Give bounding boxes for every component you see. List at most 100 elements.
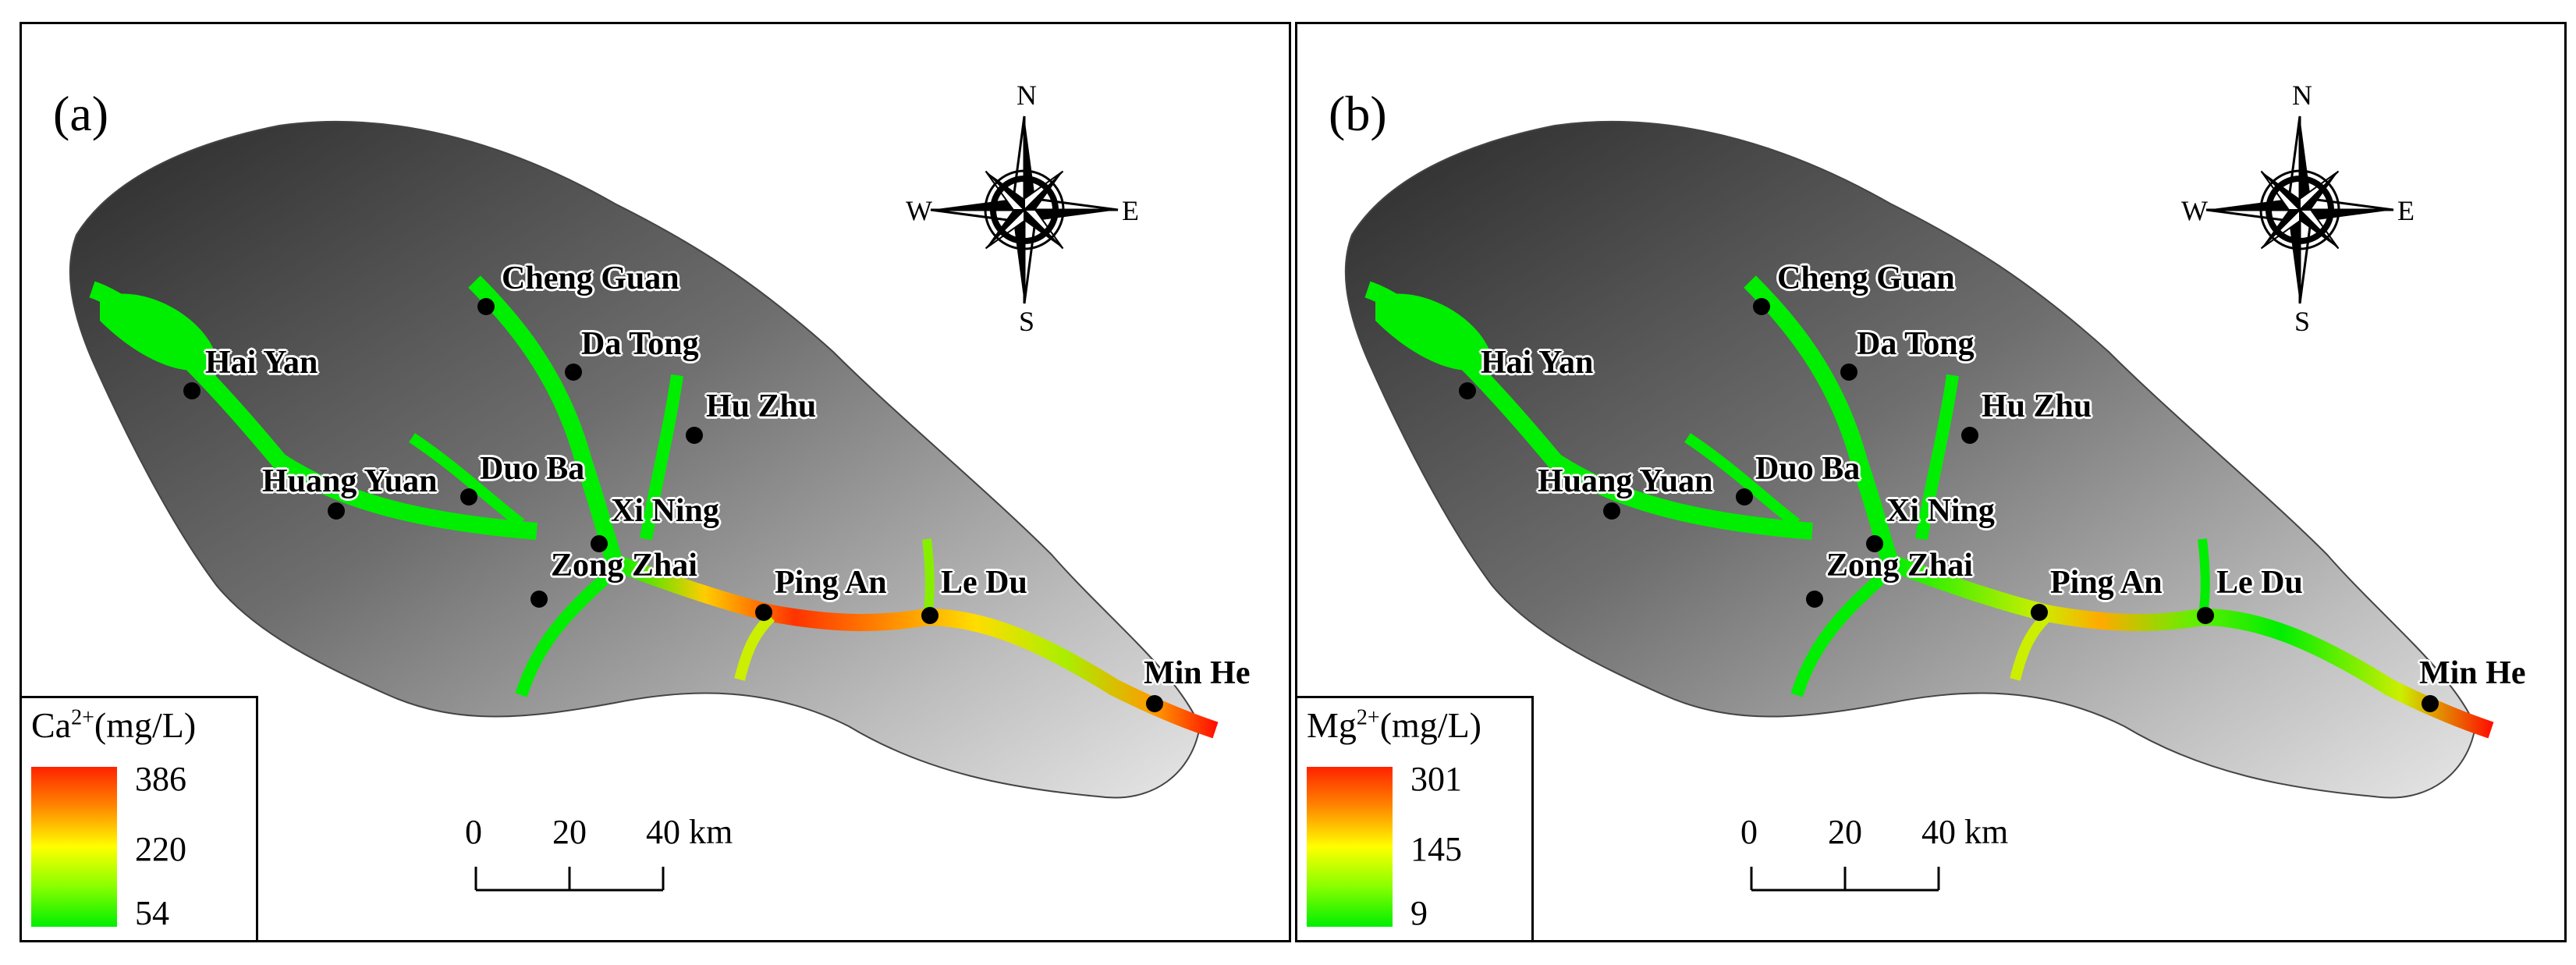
legend-mid: 220 bbox=[135, 830, 186, 868]
compass-west-label: W bbox=[906, 195, 932, 226]
scale-label-0: 0 bbox=[1740, 813, 1758, 851]
river-pingan-trib bbox=[2010, 613, 2051, 681]
river-haiyan-lake bbox=[100, 293, 217, 371]
site-point bbox=[1736, 488, 1753, 506]
site-point bbox=[460, 488, 477, 506]
legend-max: 386 bbox=[135, 760, 186, 798]
river-duoba bbox=[1684, 433, 1801, 528]
site-point bbox=[921, 607, 939, 624]
site-point bbox=[1146, 695, 1163, 712]
site-point bbox=[328, 502, 345, 520]
scale-label-0: 0 bbox=[465, 813, 482, 851]
site-label-huang-yuan: Huang Yuan bbox=[1538, 463, 1713, 499]
site-label-hai-yan: Hai Yan bbox=[1481, 345, 1594, 381]
map-panel-b: (b) N S E W Cheng Guan Da Tong Hai Yan H… bbox=[1295, 22, 2567, 942]
compass-north-label: N bbox=[2292, 80, 2312, 111]
site-point bbox=[1459, 382, 1476, 399]
site-label-xi-ning: Xi Ning bbox=[611, 493, 719, 529]
site-point bbox=[1840, 364, 1857, 381]
site-label-min-he: Min He bbox=[2419, 655, 2526, 691]
legend-min: 9 bbox=[1410, 894, 1428, 932]
legend-ion: Mg bbox=[1307, 705, 1357, 745]
site-label-huang-yuan: Huang Yuan bbox=[262, 463, 438, 499]
site-point bbox=[1806, 591, 1823, 608]
site-point bbox=[477, 298, 495, 315]
site-point bbox=[1603, 502, 1620, 520]
legend-title: Mg2+(mg/L) bbox=[1307, 704, 1481, 746]
site-point bbox=[2422, 695, 2439, 712]
site-label-cheng-guan: Cheng Guan bbox=[502, 261, 679, 296]
legend-charge: 2+ bbox=[1356, 705, 1380, 730]
scale-label-40-km: 40 km bbox=[646, 813, 733, 851]
site-label-zong-zhai: Zong Zhai bbox=[1826, 548, 1973, 584]
scale-bar bbox=[1750, 867, 1940, 892]
site-points bbox=[1459, 298, 2439, 712]
legend-max: 301 bbox=[1410, 760, 1462, 798]
site-point bbox=[755, 604, 772, 621]
river-ledu-trib bbox=[922, 538, 935, 619]
legend-color-ramp bbox=[31, 767, 117, 927]
compass-rose bbox=[2205, 115, 2394, 304]
scale-label-20: 20 bbox=[552, 813, 587, 851]
compass-west-label: W bbox=[2181, 195, 2208, 226]
site-label-le-du: Le Du bbox=[2216, 565, 2303, 601]
site-label-da-tong: Da Tong bbox=[581, 326, 699, 362]
site-points bbox=[183, 298, 1163, 712]
legend-charge: 2+ bbox=[71, 705, 94, 730]
site-label-xi-ning: Xi Ning bbox=[1886, 493, 1995, 529]
basin-dem bbox=[69, 120, 1201, 799]
site-point bbox=[530, 591, 548, 608]
compass-south-label: S bbox=[2294, 306, 2311, 337]
site-label-ping-an: Ping An bbox=[775, 565, 887, 601]
site-label-hai-yan: Hai Yan bbox=[205, 345, 318, 381]
site-label-hu-zhu: Hu Zhu bbox=[706, 388, 817, 424]
map-svg bbox=[69, 115, 1219, 892]
panel-label: (a) bbox=[53, 86, 109, 141]
site-label-zong-zhai: Zong Zhai bbox=[551, 548, 697, 584]
legend: Ca2+(mg/L) 386 220 54 bbox=[22, 696, 258, 940]
legend-ion: Ca bbox=[31, 705, 72, 745]
compass-east-label: E bbox=[1122, 195, 1139, 226]
river-chengguan bbox=[1744, 275, 1899, 566]
river-zongzhai bbox=[515, 565, 619, 697]
site-point bbox=[1961, 427, 1978, 444]
river-ledu-trib bbox=[2198, 538, 2210, 619]
site-label-ping-an: Ping An bbox=[2050, 565, 2163, 601]
site-point bbox=[2031, 604, 2048, 621]
map-panel-a: (a) N S E W Cheng Guan Da Tong Hai Yan H… bbox=[20, 22, 1291, 942]
compass-rose bbox=[930, 115, 1119, 304]
compass-north-label: N bbox=[1017, 80, 1037, 111]
site-point bbox=[565, 364, 582, 381]
basin-dem bbox=[1344, 120, 2477, 799]
river-pingan-trib bbox=[734, 613, 775, 681]
legend-min: 54 bbox=[135, 894, 169, 932]
legend-title: Ca2+(mg/L) bbox=[31, 704, 196, 746]
site-point bbox=[183, 382, 200, 399]
legend: Mg2+(mg/L) 301 145 9 bbox=[1297, 696, 1534, 940]
compass-south-label: S bbox=[1019, 306, 1035, 337]
legend-mid: 145 bbox=[1410, 830, 1462, 868]
river-huzhu bbox=[1915, 374, 1959, 541]
legend-color-ramp bbox=[1307, 767, 1393, 927]
site-label-duo-ba: Duo Ba bbox=[480, 451, 585, 487]
site-label-le-du: Le Du bbox=[941, 565, 1027, 601]
site-point bbox=[1753, 298, 1770, 315]
site-point bbox=[686, 427, 703, 444]
river-duoba bbox=[409, 433, 525, 528]
river-haiyan-lake bbox=[1375, 293, 1492, 371]
map-svg bbox=[1344, 115, 2494, 892]
scale-label-40-km: 40 km bbox=[1921, 813, 2009, 851]
river-huzhu bbox=[640, 374, 683, 541]
legend-unit: (mg/L) bbox=[1379, 705, 1481, 745]
compass-east-label: E bbox=[2397, 195, 2415, 226]
river-zongzhai bbox=[1790, 565, 1895, 697]
site-label-hu-zhu: Hu Zhu bbox=[1982, 388, 2092, 424]
site-label-min-he: Min He bbox=[1144, 655, 1251, 691]
site-label-da-tong: Da Tong bbox=[1857, 326, 1975, 362]
site-point bbox=[2197, 607, 2214, 624]
site-point bbox=[591, 535, 608, 552]
legend-unit: (mg/L) bbox=[94, 705, 197, 745]
site-label-cheng-guan: Cheng Guan bbox=[1777, 261, 1955, 296]
river-chengguan bbox=[468, 275, 623, 566]
site-point bbox=[1866, 535, 1883, 552]
